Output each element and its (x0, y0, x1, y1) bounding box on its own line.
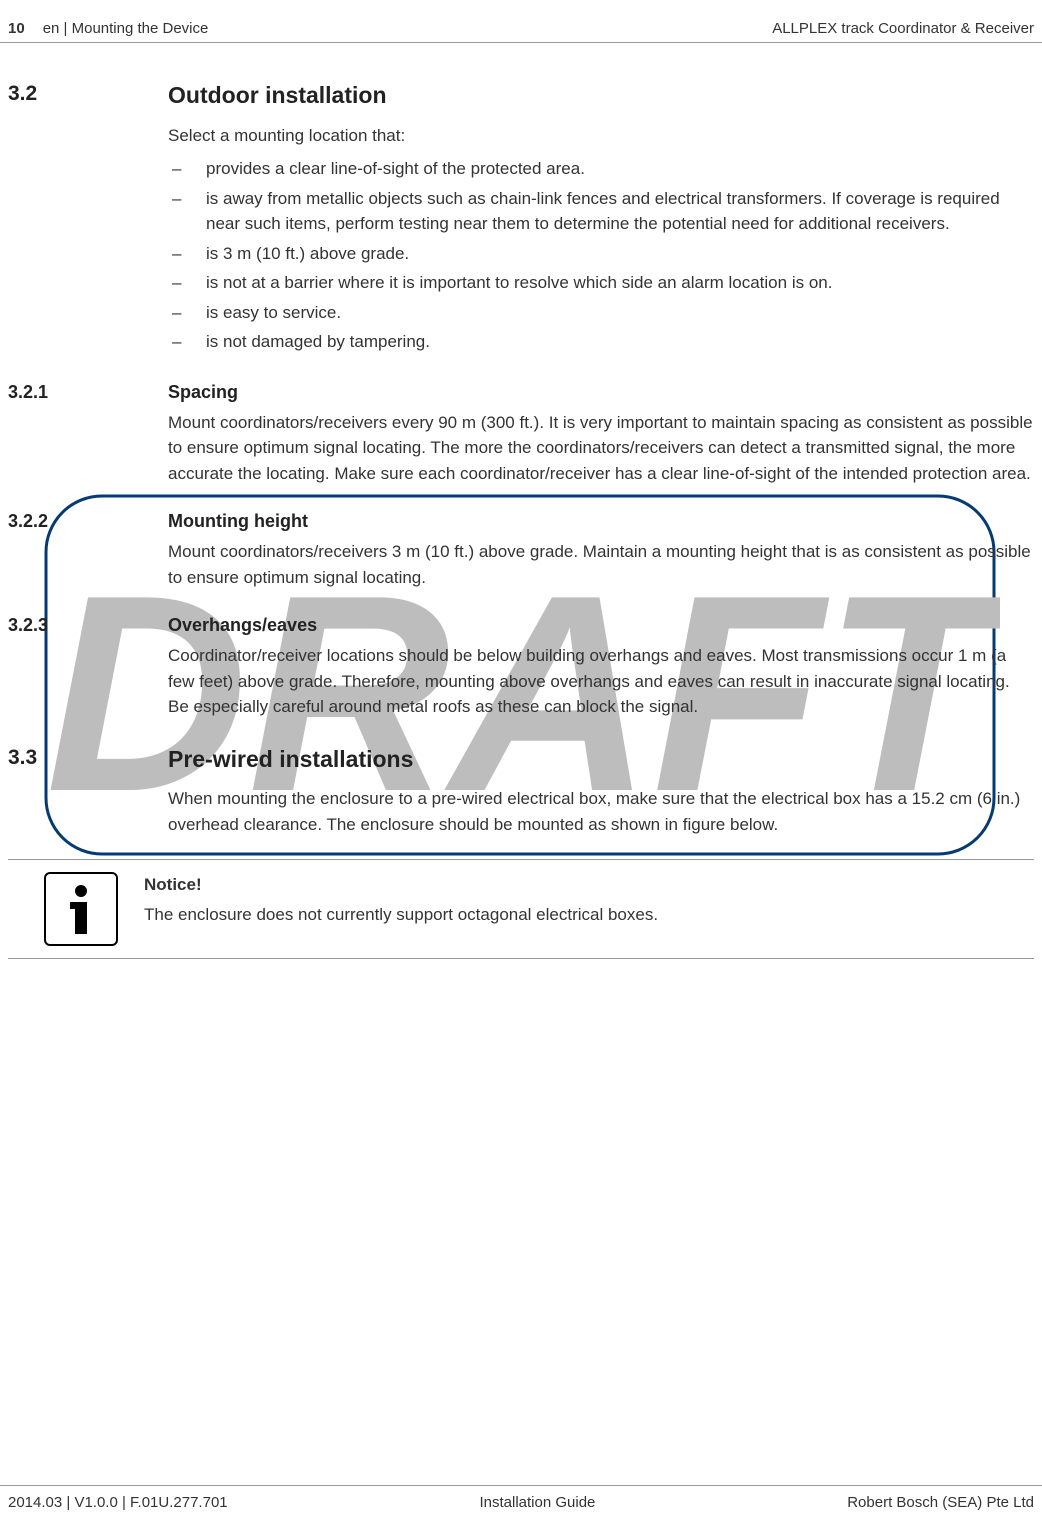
footer-right: Robert Bosch (SEA) Pte Ltd (847, 1492, 1034, 1515)
list-item: is not damaged by tampering. (168, 329, 1034, 355)
section-3-2: 3.2 Outdoor installation Select a mounti… (8, 78, 1034, 365)
page-footer: 2014.03 | V1.0.0 | F.01U.277.701 Install… (0, 1492, 1042, 1515)
footer-rule (0, 1485, 1042, 1486)
page-header: 10 en | Mounting the Device ALLPLEX trac… (0, 18, 1042, 41)
section-3-2-2: 3.2.2 Mounting height Mount coordinators… (8, 508, 1034, 598)
body-text: Mount coordinators/receivers 3 m (10 ft.… (168, 539, 1034, 590)
section-title: Outdoor installation (168, 78, 1034, 113)
section-title: Overhangs/eaves (168, 612, 1034, 639)
bullet-list: provides a clear line-of-sight of the pr… (168, 156, 1034, 355)
footer-left: 2014.03 | V1.0.0 | F.01U.277.701 (8, 1492, 228, 1515)
notice-separator (8, 859, 1034, 860)
page-content: 3.2 Outdoor installation Select a mounti… (0, 78, 1042, 971)
notice-separator (8, 958, 1034, 959)
list-item: is not at a barrier where it is importan… (168, 270, 1034, 296)
section-number: 3.2 (8, 78, 168, 365)
body-text: Coordinator/receiver locations should be… (168, 643, 1034, 720)
page-number: 10 (8, 18, 25, 41)
section-3-2-1: 3.2.1 Spacing Mount coordinators/receive… (8, 379, 1034, 495)
breadcrumb: en | Mounting the Device (43, 18, 209, 41)
section-title: Mounting height (168, 508, 1034, 535)
notice-body: The enclosure does not currently support… (144, 902, 1034, 928)
list-item: provides a clear line-of-sight of the pr… (168, 156, 1034, 182)
section-number: 3.2.1 (8, 379, 168, 495)
section-number: 3.2.2 (8, 508, 168, 598)
section-title: Pre-wired installations (168, 742, 1034, 777)
section-number: 3.3 (8, 742, 168, 846)
intro-text: Select a mounting location that: (168, 123, 1034, 149)
section-title: Spacing (168, 379, 1034, 406)
section-3-3: 3.3 Pre-wired installations When mountin… (8, 742, 1034, 846)
list-item: is easy to service. (168, 300, 1034, 326)
list-item: is 3 m (10 ft.) above grade. (168, 241, 1034, 267)
notice-title: Notice! (144, 872, 1034, 898)
info-icon (44, 872, 118, 946)
product-name: ALLPLEX track Coordinator & Receiver (772, 18, 1034, 41)
section-number: 3.2.3 (8, 612, 168, 728)
header-rule (0, 42, 1042, 43)
footer-center: Installation Guide (479, 1492, 595, 1515)
section-3-2-3: 3.2.3 Overhangs/eaves Coordinator/receiv… (8, 612, 1034, 728)
list-item: is away from metallic objects such as ch… (168, 186, 1034, 237)
body-text: Mount coordinators/receivers every 90 m … (168, 410, 1034, 487)
notice-block: Notice! The enclosure does not currently… (8, 872, 1034, 946)
body-text: When mounting the enclosure to a pre-wir… (168, 786, 1034, 837)
